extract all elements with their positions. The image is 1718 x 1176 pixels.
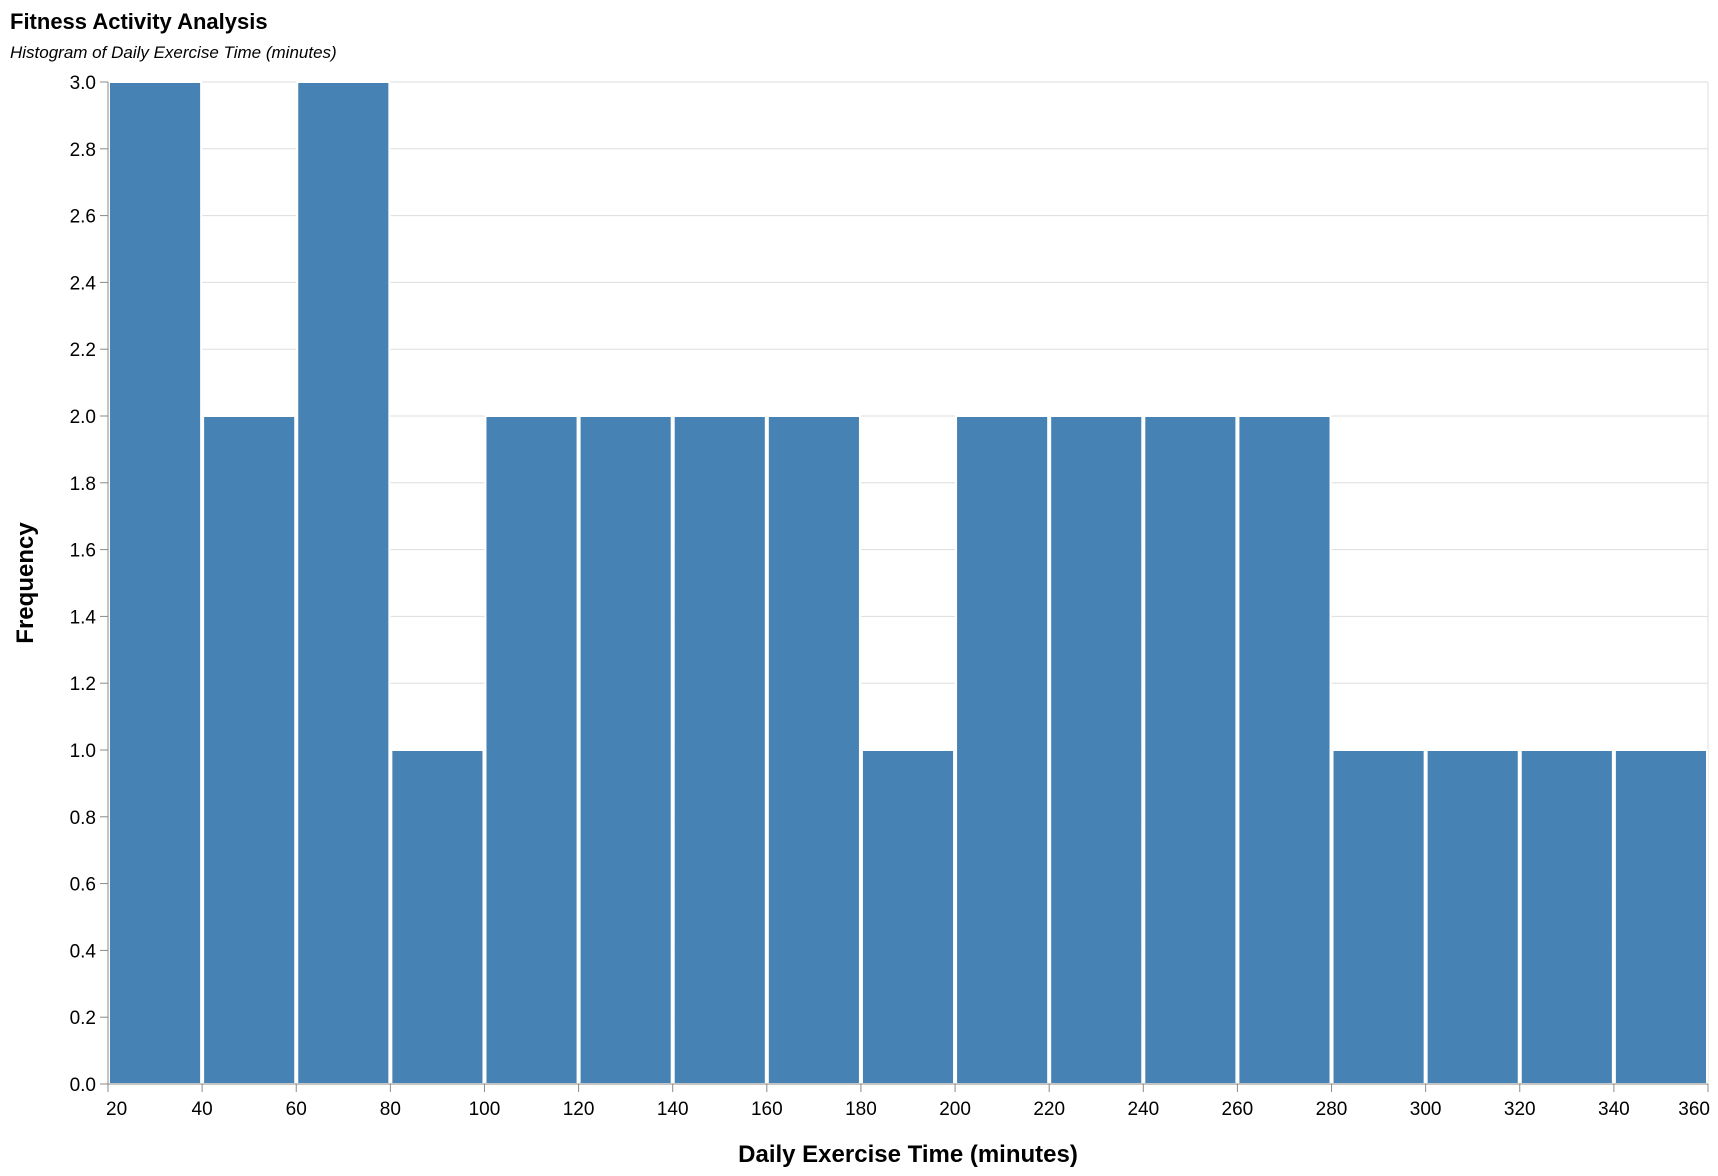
x-tick-label: 180	[845, 1099, 877, 1120]
y-tick-label: 0.4	[70, 941, 97, 962]
y-tick-label: 1.8	[70, 474, 96, 495]
x-tick-label: 260	[1222, 1099, 1254, 1120]
x-tick-label: 160	[751, 1099, 783, 1120]
y-tick-label: 1.0	[70, 741, 96, 762]
chart-title: Fitness Activity Analysis	[10, 9, 268, 34]
histogram-bar	[390, 749, 485, 1085]
y-tick-label: 2.8	[70, 140, 96, 161]
x-tick-label: 140	[657, 1099, 689, 1120]
x-tick-label: 80	[380, 1099, 401, 1120]
bars	[108, 81, 1708, 1085]
x-tick-label: 220	[1033, 1099, 1065, 1120]
x-tick-label: 100	[469, 1099, 501, 1120]
x-tick-label: 360	[1678, 1099, 1710, 1120]
x-tick-label: 280	[1316, 1099, 1348, 1120]
y-tick-label: 3.0	[70, 73, 96, 94]
histogram-bar	[202, 415, 297, 1085]
x-tick-label: 340	[1598, 1099, 1630, 1120]
histogram-bar	[766, 415, 861, 1085]
x-tick-label: 40	[192, 1099, 213, 1120]
y-tick-label: 1.2	[70, 674, 96, 695]
y-axis-title: Frequency	[12, 522, 39, 644]
y-tick-label: 0.6	[70, 875, 96, 896]
y-tick-label: 2.4	[70, 273, 97, 294]
x-tick-label: 120	[563, 1099, 595, 1120]
histogram-bar	[108, 81, 203, 1085]
y-tick-label: 2.2	[70, 340, 96, 361]
histogram-bar	[1331, 749, 1426, 1085]
histogram-bar	[1143, 415, 1238, 1085]
histogram-bar	[1237, 415, 1332, 1085]
y-tick-label: 2.0	[70, 407, 96, 428]
chart-subtitle: Histogram of Daily Exercise Time (minute…	[10, 43, 337, 62]
x-axis-title: Daily Exercise Time (minutes)	[738, 1141, 1078, 1168]
histogram-bar	[296, 81, 391, 1085]
y-tick-label: 0.2	[70, 1008, 96, 1029]
histogram-bar	[672, 415, 767, 1085]
x-tick-label: 300	[1410, 1099, 1442, 1120]
histogram-bar	[955, 415, 1050, 1085]
histogram-bar	[578, 415, 673, 1085]
x-tick-label: 320	[1504, 1099, 1536, 1120]
y-tick-label: 0.0	[70, 1075, 96, 1096]
y-tick-label: 0.8	[70, 808, 96, 829]
y-tick-label: 1.4	[70, 607, 97, 628]
histogram-bar	[1049, 415, 1144, 1085]
x-axis-ticks: 20 40 60 80 100 120 140 160 180 200 220 240 260 280 30…	[106, 1084, 1710, 1120]
y-tick-label: 1.6	[70, 541, 96, 562]
y-axis-ticks: 0.0 0.2 0.4 0.6 0.8 1.0 1.2 1.4 1.6 1.8 2.0 2.2 2.4 2…	[70, 73, 108, 1096]
histogram-bar	[484, 415, 579, 1085]
histogram-bar	[860, 749, 956, 1085]
histogram-bar	[1519, 749, 1614, 1085]
y-tick-label: 2.6	[70, 207, 96, 228]
x-tick-label: 200	[939, 1099, 971, 1120]
histogram-bar	[1425, 749, 1520, 1085]
x-tick-label: 20	[106, 1099, 127, 1120]
x-tick-label: 60	[286, 1099, 307, 1120]
axes	[107, 82, 1708, 1085]
x-tick-label: 240	[1127, 1099, 1159, 1120]
histogram-bar	[1613, 749, 1708, 1085]
